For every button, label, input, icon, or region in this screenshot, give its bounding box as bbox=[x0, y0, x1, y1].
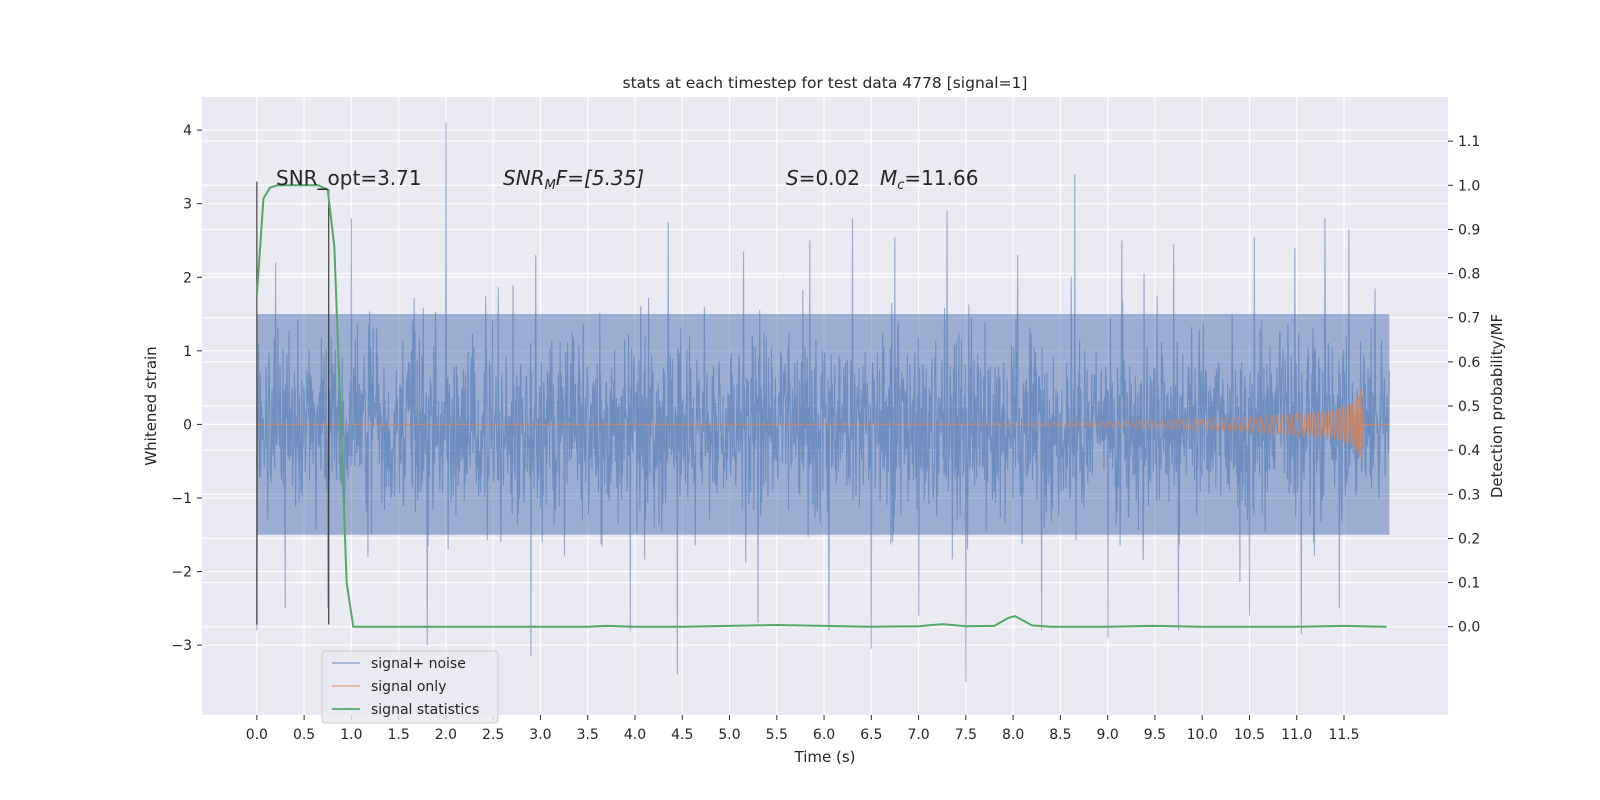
y-right-tick-label-4: 0.4 bbox=[1458, 443, 1480, 459]
legend-label-signal-noise: signal+ noise bbox=[371, 656, 466, 672]
x-tick-label-19: 9.5 bbox=[1144, 727, 1166, 743]
y-right-tick-label-5: 0.5 bbox=[1458, 399, 1480, 415]
x-tick-label-13: 6.5 bbox=[860, 727, 882, 743]
x-tick-label-11: 5.5 bbox=[766, 727, 788, 743]
annotation-snr-mf-value: F=[5.35] bbox=[556, 166, 644, 190]
legend-label-signal-statistics: signal statistics bbox=[371, 702, 479, 718]
signal-only-line bbox=[256, 389, 1390, 460]
annotation-snr-mf-symbol: SNR bbox=[503, 166, 545, 190]
y-right-tick-label-3: 0.3 bbox=[1458, 487, 1480, 503]
annotation-mc-symbol: M bbox=[880, 166, 897, 190]
x-tick-label-4: 2.0 bbox=[435, 727, 457, 743]
legend: signal+ noise signal only signal statist… bbox=[321, 650, 499, 724]
x-tick-label-9: 4.5 bbox=[671, 727, 693, 743]
y-right-tick-label-6: 0.6 bbox=[1458, 355, 1480, 371]
legend-box bbox=[321, 650, 499, 724]
x-tick-label-21: 10.5 bbox=[1234, 727, 1265, 743]
annotation-s: S=0.02 bbox=[786, 166, 860, 190]
y-right-tick-label-1: 0.1 bbox=[1458, 576, 1480, 592]
y-right-tick-label-0: 0.0 bbox=[1458, 620, 1480, 636]
annotation-snr-mf-subscript: M bbox=[545, 178, 556, 193]
y-tick-label-0: −3 bbox=[171, 638, 192, 654]
ticks: 0.0 0.5 1.0 1.5 2.0 2.5 3.0 3.5 4.0 4.5 5.0 5.5 6.0 6… bbox=[171, 123, 1480, 743]
y-axis-label: Whitened strain bbox=[142, 346, 160, 465]
annotation-s-value: =0.02 bbox=[799, 166, 860, 190]
signal-statistics-line bbox=[255, 184, 1387, 628]
annotations: SNR_opt=3.71 SNRMF=[5.35] S=0.02 Mc=11.6… bbox=[276, 166, 978, 193]
y-tick-label-1: −2 bbox=[171, 565, 192, 581]
x-tick-label-8: 4.0 bbox=[624, 727, 646, 743]
y-right-tick-label-7: 0.7 bbox=[1458, 311, 1480, 327]
chart-title: stats at each timestep for test data 477… bbox=[623, 74, 1028, 92]
y-tick-label-2: −1 bbox=[171, 491, 192, 507]
x-tick-label-15: 7.5 bbox=[955, 727, 977, 743]
annotation-snr-opt: SNR_opt=3.71 bbox=[276, 166, 422, 190]
x-tick-label-12: 6.0 bbox=[813, 727, 835, 743]
y-tick-label-7: 4 bbox=[183, 123, 192, 139]
x-tick-label-3: 1.5 bbox=[388, 727, 410, 743]
x-tick-label-23: 11.5 bbox=[1328, 727, 1359, 743]
x-tick-label-2: 1.0 bbox=[340, 727, 362, 743]
x-tick-label-10: 5.0 bbox=[718, 727, 740, 743]
annotation-mc-subscript: c bbox=[897, 178, 904, 193]
signal-noise-line bbox=[256, 122, 1390, 682]
y-right-tick-label-2: 0.2 bbox=[1458, 531, 1480, 547]
x-tick-label-22: 11.0 bbox=[1281, 727, 1312, 743]
y-right-tick-label-9: 0.9 bbox=[1458, 222, 1480, 238]
x-tick-label-1: 0.5 bbox=[293, 727, 315, 743]
annotation-mc-value: =11.66 bbox=[904, 166, 978, 190]
x-tick-label-14: 7.0 bbox=[907, 727, 929, 743]
series-layer bbox=[255, 122, 1390, 682]
y-right-axis-label: Detection probability/MF bbox=[1488, 314, 1506, 498]
y-right-tick-label-10: 1.0 bbox=[1458, 178, 1480, 194]
y-tick-label-3: 0 bbox=[183, 417, 192, 433]
x-tick-label-16: 8.0 bbox=[1002, 727, 1024, 743]
x-axis-label: Time (s) bbox=[794, 748, 856, 766]
annotation-s-symbol: S bbox=[786, 166, 799, 190]
y-right-tick-label-11: 1.1 bbox=[1458, 134, 1480, 150]
x-tick-label-0: 0.0 bbox=[246, 727, 268, 743]
x-tick-label-7: 3.5 bbox=[577, 727, 599, 743]
y-tick-label-5: 2 bbox=[183, 270, 192, 286]
y-right-tick-label-8: 0.8 bbox=[1458, 267, 1480, 283]
annotation-mc: Mc=11.66 bbox=[880, 166, 978, 193]
y-tick-label-4: 1 bbox=[183, 344, 192, 360]
x-tick-label-20: 10.0 bbox=[1187, 727, 1218, 743]
x-tick-label-18: 9.0 bbox=[1097, 727, 1119, 743]
annotation-snr-mf: SNRMF=[5.35] bbox=[503, 166, 644, 193]
x-tick-label-5: 2.5 bbox=[482, 727, 504, 743]
legend-label-signal-only: signal only bbox=[371, 679, 446, 695]
y-tick-label-6: 3 bbox=[183, 197, 192, 213]
x-tick-label-6: 3.0 bbox=[529, 727, 551, 743]
x-tick-label-17: 8.5 bbox=[1049, 727, 1071, 743]
